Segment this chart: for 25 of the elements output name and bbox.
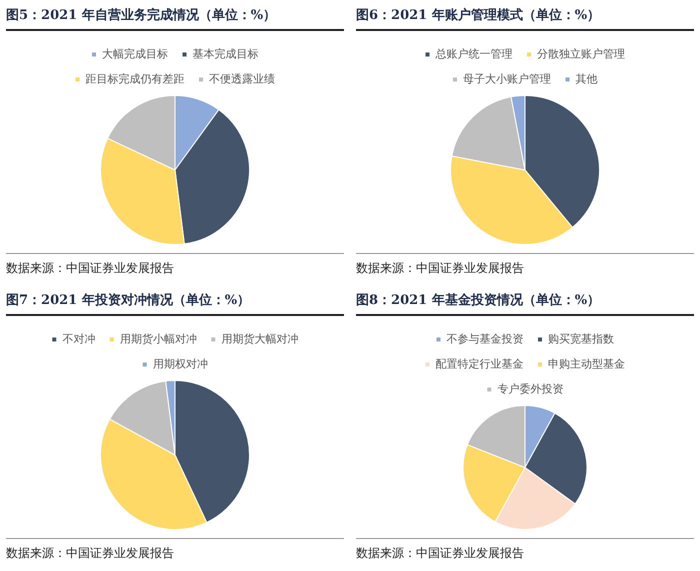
legend-label: 总账户统一管理 [434, 47, 512, 60]
legend-label: 申购主动型基金 [548, 357, 625, 370]
legend-label: 用期货大幅对冲 [221, 332, 298, 346]
legend-label: 分散独立账户管理 [537, 47, 625, 60]
chart-title: 图7：2021 年投资对冲情况（单位：%） [6, 285, 344, 316]
legend-label: 大幅完成目标 [102, 47, 168, 60]
legend-label: 用期权对冲 [152, 357, 208, 370]
legend-label: 不参与基金投资 [446, 332, 524, 346]
legend-label: 配置特定行业基金 [436, 357, 524, 370]
chart-title: 图5：2021 年自营业务完成情况（单位：%） [6, 0, 344, 31]
legend-label: 母子大小账户管理 [463, 72, 551, 86]
legend-label: 专户委外投资 [497, 382, 564, 396]
legend-label: 距目标完成仍有差距 [86, 72, 184, 86]
source-note: 数据来源：中国证券业发展报告 [6, 253, 344, 277]
legend-label: 用期货小幅对冲 [120, 332, 197, 346]
source-note: 数据来源：中国证券业发展报告 [356, 538, 694, 562]
chart-title: 图8：2021 年基金投资情况（单位：%） [356, 285, 694, 316]
legend-label: 基本完成目标 [192, 47, 258, 60]
source-note: 数据来源：中国证券业发展报告 [356, 253, 694, 277]
legend-label: 其他 [576, 72, 598, 86]
legend-label: 不对冲 [62, 332, 96, 346]
chart-title: 图6：2021 年账户管理模式（单位：%） [356, 0, 694, 31]
source-note: 数据来源：中国证券业发展报告 [6, 538, 344, 562]
legend-label: 不便透露业绩 [209, 72, 275, 86]
legend-label: 购买宽基指数 [548, 332, 614, 346]
